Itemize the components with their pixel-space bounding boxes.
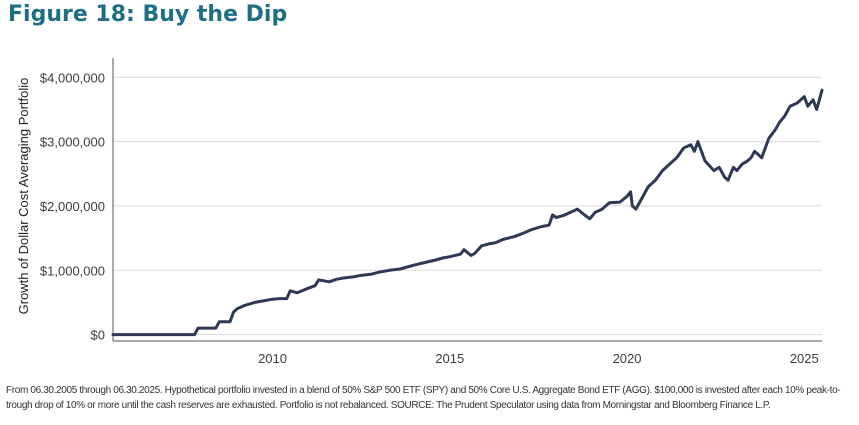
line-chart: $0 $1,000,000 $2,000,000 $3,000,000 $4,000,0… [16, 58, 824, 366]
gridlines [113, 76, 822, 336]
figure-title: Figure 18: Buy the Dip [8, 2, 288, 27]
footnote: From 06.30.2005 through 06.30.2025. Hypo… [6, 385, 841, 411]
x-tick-labels: 2010 2015 2020 2025 [258, 351, 819, 366]
y-tick-label-0: $0 [91, 328, 105, 343]
y-axis-label: Growth of Dollar Cost Averaging Portfoli… [16, 78, 31, 315]
y-tick-label-3: $3,000,000 [40, 135, 105, 150]
axes [112, 58, 822, 342]
series-line-0 [111, 88, 824, 337]
x-tick-label-1: 2015 [435, 351, 464, 366]
x-tick-label-0: 2010 [258, 351, 287, 366]
y-tick-label-2: $2,000,000 [40, 199, 105, 214]
y-tick-label-1: $1,000,000 [40, 263, 105, 278]
y-tick-label-4: $4,000,000 [40, 70, 105, 85]
y-tick-labels: $0 $1,000,000 $2,000,000 $3,000,000 $4,000,0… [40, 70, 105, 342]
series-layer [111, 88, 824, 337]
x-tick-label-2: 2020 [613, 351, 642, 366]
x-tick-label-3: 2025 [790, 351, 819, 366]
